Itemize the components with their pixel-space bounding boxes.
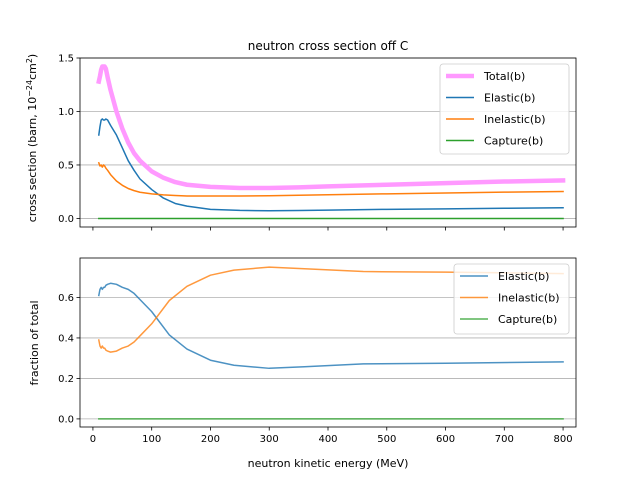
bottom-xtick-label-2: 200 <box>201 434 220 445</box>
top-chart-title: neutron cross section off C <box>248 39 409 53</box>
top-ytick-label-3: 1.5 <box>58 54 74 65</box>
top-legend: Total(b) Elastic(b) Inelastic(b) Capture(b) <box>439 63 570 155</box>
bottom-legend-label-elasticb: Elastic(b) <box>498 270 549 283</box>
bottom-chart-xlabel: neutron kinetic energy (MeV) <box>248 457 409 470</box>
bottom-series-inelasticb <box>97 266 564 353</box>
top-series-totalb <box>96 64 566 191</box>
top-chart-ylabel: cross section (barn, 10−24cm2) <box>25 54 40 222</box>
top-ytick-label-2: 1.0 <box>58 107 74 118</box>
bottom-xtick-label-6: 600 <box>436 434 455 445</box>
bottom-ytick-label-0: 0.0 <box>58 414 74 425</box>
top-series-elasticb <box>97 118 564 212</box>
top-ylabel-unit: cm <box>26 63 39 80</box>
bottom-legend-box <box>453 263 570 335</box>
top-ylabel-part: cross section (barn, 10 <box>26 97 39 222</box>
top-legend-label-elasticb: Elastic(b) <box>484 92 535 105</box>
bottom-series-elasticb <box>97 282 564 370</box>
bottom-legend-label-inelasticb: Inelastic(b) <box>498 292 560 305</box>
bottom-ytick-label-1: 0.2 <box>58 374 74 385</box>
bottom-xtick-label-8: 800 <box>554 434 573 445</box>
bottom-xtick-label-1: 100 <box>142 434 161 445</box>
bottom-legend-label-captureb: Capture(b) <box>498 313 557 326</box>
top-ytick-label-0: 0.0 <box>58 214 74 225</box>
bottom-xtick-label-7: 700 <box>495 434 514 445</box>
bottom-legend: Elastic(b) Inelastic(b) Capture(b) <box>453 263 570 335</box>
top-ytick-label-1: 0.5 <box>58 160 74 171</box>
top-chart: 0.0 0.5 1.0 1.5 Total(b) Elastic(b) Inelastic(… <box>58 54 577 231</box>
bottom-ytick-label-2: 0.4 <box>58 333 74 344</box>
bottom-ytick-label-3: 0.6 <box>58 293 74 304</box>
top-legend-box <box>439 63 570 155</box>
bottom-chart: 0.0 0.2 0.4 0.6 0 100 200 300 400 500 600 700 800 Ela… <box>58 257 577 445</box>
top-legend-label-captureb: Capture(b) <box>484 135 543 148</box>
top-ylabel-close: ) <box>26 54 39 58</box>
bottom-xtick-label-5: 500 <box>377 434 396 445</box>
top-legend-label-totalb: Total(b) <box>483 70 525 83</box>
top-legend-label-inelasticb: Inelastic(b) <box>484 113 546 126</box>
bottom-xtick-label-0: 0 <box>90 434 96 445</box>
bottom-chart-ylabel: fraction of total <box>28 300 41 385</box>
bottom-xtick-label-3: 300 <box>260 434 279 445</box>
top-ylabel-exp2: 2 <box>25 58 34 63</box>
top-series-inelasticb <box>97 161 564 197</box>
top-ylabel-exp1: −24 <box>25 80 34 97</box>
bottom-xtick-label-4: 400 <box>318 434 337 445</box>
